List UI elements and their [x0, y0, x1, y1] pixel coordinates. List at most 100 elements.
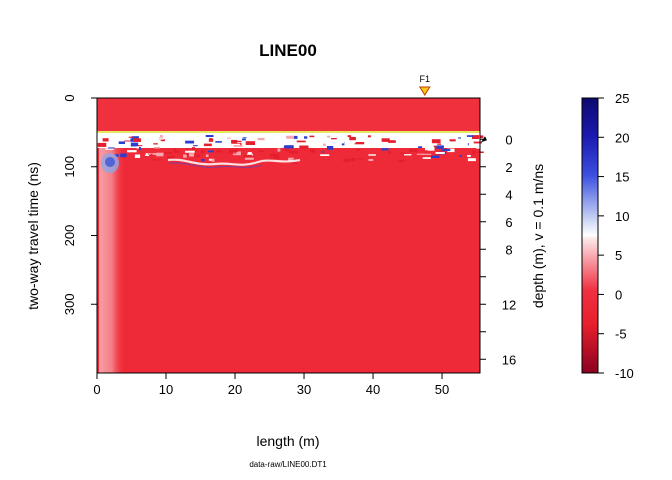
noise-speck [442, 148, 451, 151]
noise-speck [160, 135, 163, 138]
noise-speck [431, 155, 440, 158]
noise-speck [156, 152, 164, 157]
noise-speck [381, 148, 389, 151]
chart-title: LINE00 [259, 41, 317, 60]
y-tick-label: 100 [62, 156, 77, 178]
noise-speck [458, 137, 461, 139]
noise-speck [124, 140, 131, 142]
noise-speck [144, 135, 147, 138]
noise-speck [183, 154, 187, 158]
noise-speck [435, 152, 445, 154]
x-tick-label: 10 [159, 382, 173, 397]
noise-speck [327, 135, 331, 138]
noise-speck [377, 141, 385, 146]
noise-speck [211, 158, 215, 162]
noise-speck [173, 148, 176, 153]
shallow-reflector [167, 158, 301, 166]
noise-speck [152, 159, 162, 161]
x-axis-label: length (m) [256, 433, 319, 449]
noise-speck [97, 142, 107, 147]
y-tick-label: 200 [62, 225, 77, 247]
noise-speck [257, 137, 265, 141]
noise-speck [102, 138, 109, 142]
noise-speck [228, 149, 238, 153]
depth-tick-label: 6 [505, 215, 512, 230]
noise-speck [215, 150, 223, 153]
noise-speck [347, 139, 356, 144]
fiducial-marker: F1 [418, 74, 431, 96]
noise-speck [208, 158, 212, 161]
noise-speck [374, 141, 381, 146]
noise-speck [409, 149, 418, 153]
x-tick-label: 30 [297, 382, 311, 397]
noise-speck [233, 145, 243, 147]
noise-speck [215, 141, 222, 143]
noise-speck [187, 151, 194, 155]
y-axis-label-depth: depth (m), v = 0.1 m/ns [530, 164, 546, 308]
y-axis-label-time: two-way travel time (ns) [25, 162, 41, 310]
noise-speck [299, 145, 309, 149]
noise-speck [114, 154, 119, 157]
noise-speck [201, 159, 205, 162]
noise-speck [326, 146, 334, 150]
noise-speck [118, 141, 125, 144]
noise-speck [131, 136, 139, 140]
colorbar-tick-label: 15 [615, 170, 629, 185]
x-tick-label: 50 [435, 382, 449, 397]
noise-speck [321, 151, 325, 153]
noise-speck [284, 149, 289, 152]
noise-speck [436, 145, 444, 149]
noise-speck [284, 145, 294, 149]
noise-speck [453, 135, 464, 138]
noise-speck [269, 153, 280, 157]
fiducial-label: F1 [420, 74, 431, 84]
noise-speck [320, 154, 330, 156]
noise-speck [185, 150, 195, 153]
x-axis: 0 10 20 30 40 50 [93, 372, 449, 397]
noise-speck [145, 153, 148, 156]
noise-speck [331, 138, 337, 140]
air-layer [97, 98, 480, 132]
noise-speck [466, 135, 474, 137]
x-tick-label: 0 [93, 382, 100, 397]
shallow-reflector-dark [169, 162, 263, 168]
colorbar-tick-label: 25 [615, 91, 629, 106]
noise-speck [205, 135, 214, 137]
noise-speck [435, 153, 440, 156]
noise-speck [323, 143, 326, 146]
depth-tick-label: 0 [505, 132, 512, 147]
noise-speck [398, 145, 407, 147]
noise-speck [227, 152, 237, 154]
noise-speck [164, 136, 175, 138]
noise-speck [471, 150, 476, 155]
noise-speck [138, 147, 141, 151]
noise-speck [472, 135, 480, 139]
noise-speck [341, 141, 345, 146]
noise-speck [351, 158, 355, 162]
noise-speck [242, 137, 247, 139]
y-tick-label: 0 [62, 94, 77, 101]
colorbar-tick-label: -10 [615, 366, 634, 381]
noise-speck [447, 137, 456, 140]
colorbar-tick-label: 20 [615, 130, 629, 145]
noise-speck [193, 154, 201, 157]
noise-speck [388, 140, 396, 143]
start-anomaly-core [105, 157, 115, 167]
noise-speck [245, 141, 256, 145]
noise-speck [349, 136, 356, 141]
noise-speck [404, 154, 412, 156]
noise-speck [273, 156, 280, 159]
noise-speck [227, 137, 231, 139]
noise-speck [185, 140, 195, 144]
noise-speck [340, 139, 345, 144]
noise-speck [354, 142, 365, 145]
noise-speck [399, 152, 407, 155]
noise-speck [356, 158, 365, 160]
noise-speck [134, 154, 141, 158]
noise-speck [447, 148, 455, 153]
noise-speck [309, 135, 315, 138]
y-tick-label: 300 [62, 293, 77, 315]
noise-speck [108, 147, 115, 149]
noise-speck [148, 138, 157, 142]
